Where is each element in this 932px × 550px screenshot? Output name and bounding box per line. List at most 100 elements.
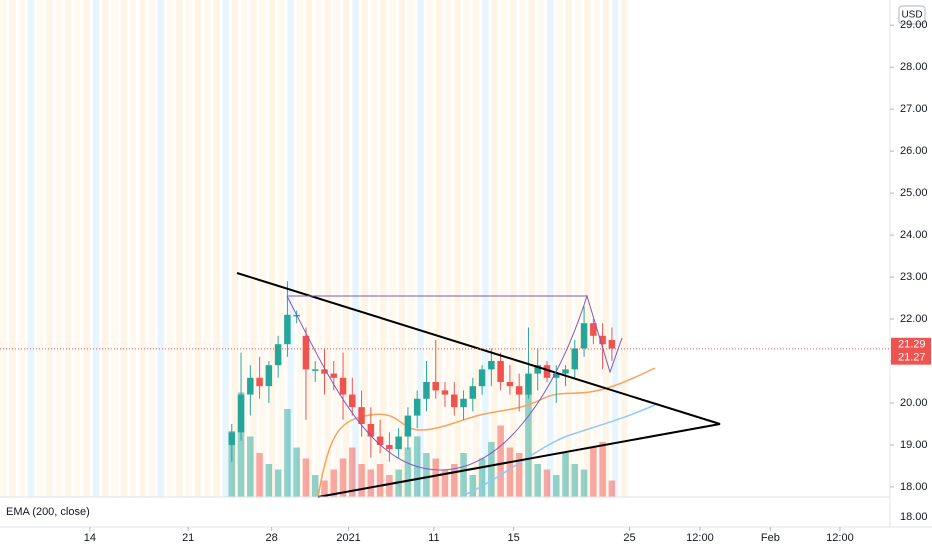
candle-body — [413, 398, 421, 416]
session-stripe — [185, 0, 192, 497]
session-stripe — [463, 0, 471, 497]
candle-body — [432, 381, 439, 391]
volume-bar — [228, 431, 236, 497]
volume-bar — [543, 469, 551, 497]
price-box — [891, 337, 931, 352]
x-tick-label: 15 — [507, 532, 519, 544]
volume-bar — [367, 469, 375, 497]
candle-body — [525, 373, 532, 395]
session-stripe — [621, 0, 628, 497]
volume-bar — [580, 469, 588, 497]
candle-body — [497, 360, 504, 382]
session-stripe — [157, 0, 165, 497]
candle-body — [580, 323, 588, 349]
session-stripe — [27, 0, 35, 497]
pattern-drawing — [286, 294, 623, 471]
y-tick-label: 18.00 — [900, 481, 928, 493]
volume-bar — [515, 453, 523, 497]
candle-body — [506, 381, 514, 387]
currency: USD — [901, 10, 922, 21]
volume-bar — [571, 464, 579, 497]
volume-bar — [284, 409, 291, 497]
candle-body — [469, 386, 477, 399]
volume-bar — [321, 480, 328, 497]
y-tick-label: 29.00 — [900, 19, 928, 31]
volume-bar — [441, 469, 449, 497]
volume-bar — [386, 475, 393, 497]
y-tick-label: 19.00 — [900, 439, 928, 451]
session-stripe — [324, 0, 331, 497]
session-stripe — [389, 0, 396, 497]
session-stripe — [83, 0, 90, 497]
x-tick-label: Feb — [761, 532, 780, 544]
session-stripe — [509, 0, 517, 497]
candle-body — [562, 369, 569, 374]
candle-body — [543, 365, 551, 378]
session-stripe — [92, 0, 100, 497]
session-stripe — [278, 0, 285, 497]
session-stripe — [241, 0, 248, 497]
session-stripe — [213, 0, 220, 497]
session-stripe — [482, 0, 489, 497]
volume-bar — [506, 447, 514, 497]
y-tick-label: 20.00 — [900, 397, 928, 409]
x-tick-label: 25 — [623, 532, 635, 544]
volume-bar — [339, 458, 347, 497]
session-stripe — [417, 0, 424, 497]
candle-body — [478, 369, 486, 387]
candle-body — [423, 381, 430, 399]
volume-bar — [497, 425, 504, 497]
session-stripe — [37, 0, 44, 497]
session-stripe — [296, 0, 304, 497]
candle-body — [339, 377, 347, 395]
volume-bar — [302, 458, 310, 497]
session-stripe — [250, 0, 257, 497]
session-stripe — [176, 0, 183, 497]
session-stripe — [407, 0, 415, 497]
volume-bar — [376, 464, 384, 497]
price-box — [891, 350, 931, 365]
candle-body — [349, 394, 356, 408]
candle-body — [404, 415, 412, 437]
currency-box[interactable] — [898, 5, 926, 25]
session-stripe — [166, 0, 174, 497]
y-tick-label: 24.00 — [900, 229, 928, 241]
session-stripe — [120, 0, 128, 497]
session-stripe — [398, 0, 406, 497]
candle-body — [451, 394, 458, 408]
volume-bar — [293, 447, 300, 497]
session-stripe — [315, 0, 322, 497]
session-stripe — [55, 0, 63, 497]
session-stripe — [222, 0, 229, 497]
y-tick-label: 25.00 — [900, 187, 928, 199]
session-stripe — [472, 0, 480, 497]
session-stripe — [287, 0, 294, 497]
session-stripe — [454, 0, 461, 497]
candle-body — [460, 398, 467, 408]
session-stripe — [231, 0, 239, 497]
candle-body — [284, 314, 291, 345]
volume-bar — [311, 475, 319, 497]
session-stripe — [139, 0, 146, 497]
price-label: 21.29 — [898, 339, 926, 351]
candle-body — [386, 444, 393, 450]
volume-bar — [256, 453, 263, 497]
session-stripe — [343, 0, 350, 497]
x-tick-label: 28 — [266, 532, 278, 544]
candle-body — [311, 369, 319, 371]
volume-bar — [423, 453, 430, 497]
candle-body — [441, 390, 449, 395]
volume-bar — [265, 464, 273, 497]
candle-body — [488, 360, 495, 370]
session-stripe — [148, 0, 155, 497]
candle-body — [534, 365, 541, 374]
session-stripe — [491, 0, 498, 497]
session-stripe — [574, 0, 582, 497]
y-tick-label: 26.00 — [900, 145, 928, 157]
candle-body — [330, 373, 337, 378]
volume-bar — [460, 453, 467, 497]
volume-bar — [525, 392, 532, 497]
volume-bar — [330, 469, 337, 497]
session-stripe — [556, 0, 563, 497]
volume-bar — [274, 469, 282, 497]
